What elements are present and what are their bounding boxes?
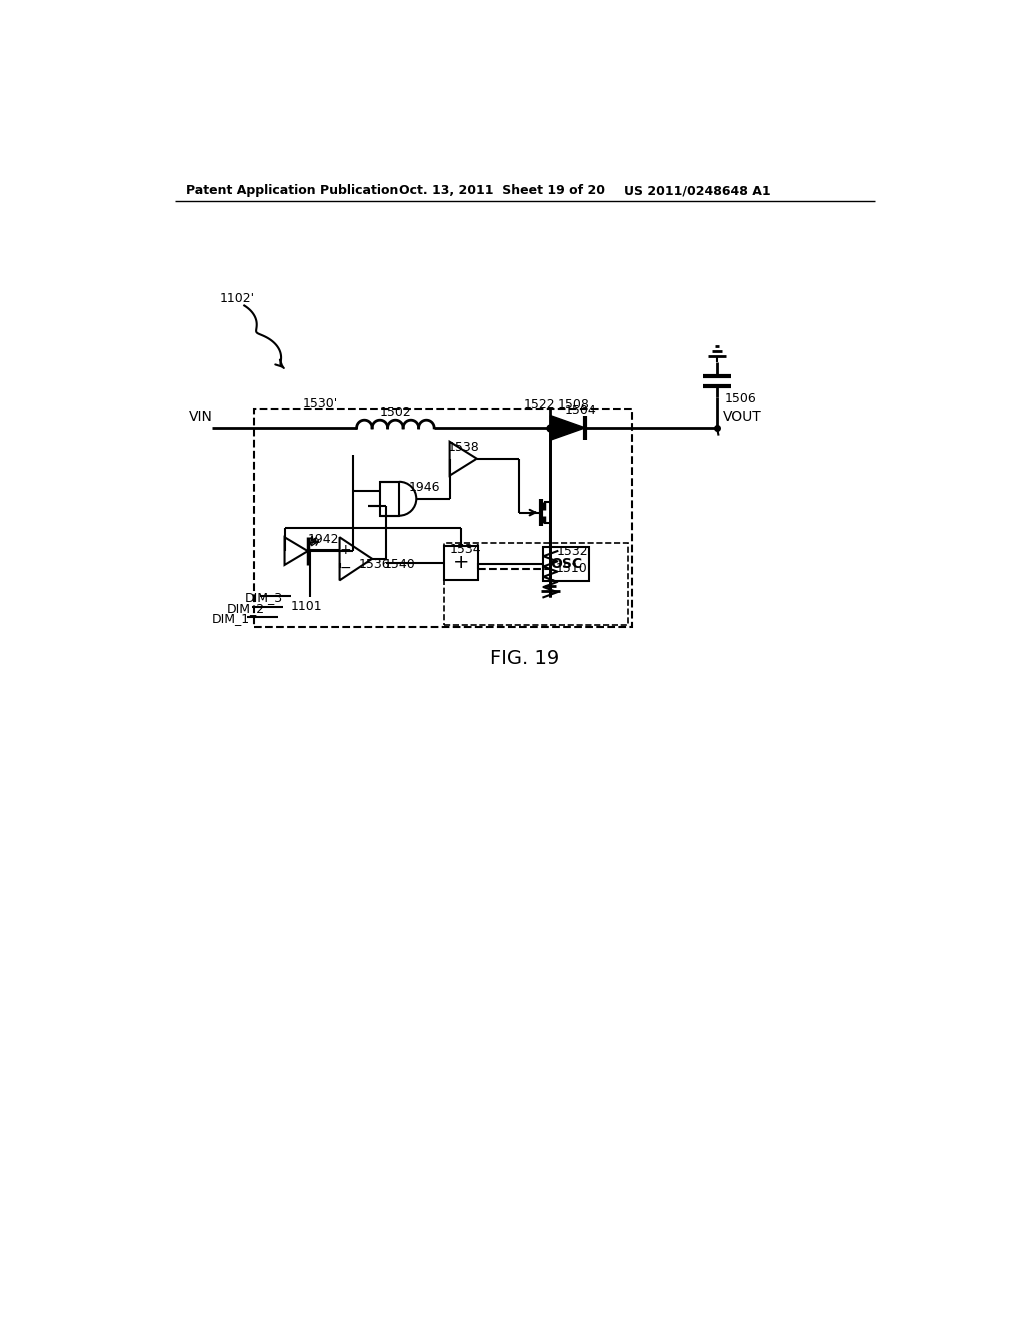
Text: 1510: 1510 bbox=[556, 561, 588, 574]
Text: −: − bbox=[340, 561, 351, 576]
Text: OSC: OSC bbox=[550, 557, 582, 572]
Text: 1101: 1101 bbox=[291, 601, 323, 612]
Text: 1538: 1538 bbox=[449, 441, 480, 454]
Bar bbox=[543, 548, 589, 581]
Bar bbox=[444, 545, 478, 579]
Text: DIM_2: DIM_2 bbox=[227, 602, 265, 615]
Text: 1506: 1506 bbox=[725, 392, 757, 405]
Text: 1532: 1532 bbox=[557, 545, 588, 557]
Text: DIM_1: DIM_1 bbox=[212, 612, 250, 626]
Text: +: + bbox=[453, 553, 469, 572]
Polygon shape bbox=[285, 537, 308, 565]
Text: US 2011/0248648 A1: US 2011/0248648 A1 bbox=[624, 185, 771, 197]
Bar bbox=[380, 482, 399, 516]
Text: Patent Application Publication: Patent Application Publication bbox=[186, 185, 398, 197]
Text: 1536: 1536 bbox=[359, 557, 390, 570]
Text: 1530': 1530' bbox=[302, 397, 338, 409]
Text: 1102': 1102' bbox=[219, 292, 255, 305]
Text: DIM_3: DIM_3 bbox=[245, 591, 283, 603]
Text: 1504: 1504 bbox=[564, 404, 596, 417]
Text: 1534: 1534 bbox=[450, 543, 481, 556]
Polygon shape bbox=[550, 416, 586, 441]
Text: VIN: VIN bbox=[188, 411, 212, 424]
Text: 1540: 1540 bbox=[384, 557, 416, 570]
Text: VOUT: VOUT bbox=[723, 411, 762, 424]
Text: 1502: 1502 bbox=[380, 407, 412, 418]
Text: 1946: 1946 bbox=[409, 480, 440, 494]
Polygon shape bbox=[450, 442, 477, 475]
Text: 1942: 1942 bbox=[308, 533, 339, 546]
Text: Oct. 13, 2011  Sheet 19 of 20: Oct. 13, 2011 Sheet 19 of 20 bbox=[399, 185, 605, 197]
Bar bbox=[254, 409, 632, 627]
Text: FIG. 19: FIG. 19 bbox=[490, 649, 559, 668]
Polygon shape bbox=[340, 537, 372, 581]
Text: 1522: 1522 bbox=[523, 399, 555, 412]
Text: +: + bbox=[340, 543, 351, 557]
Text: 1508: 1508 bbox=[558, 399, 590, 412]
Bar bbox=[444, 544, 628, 626]
